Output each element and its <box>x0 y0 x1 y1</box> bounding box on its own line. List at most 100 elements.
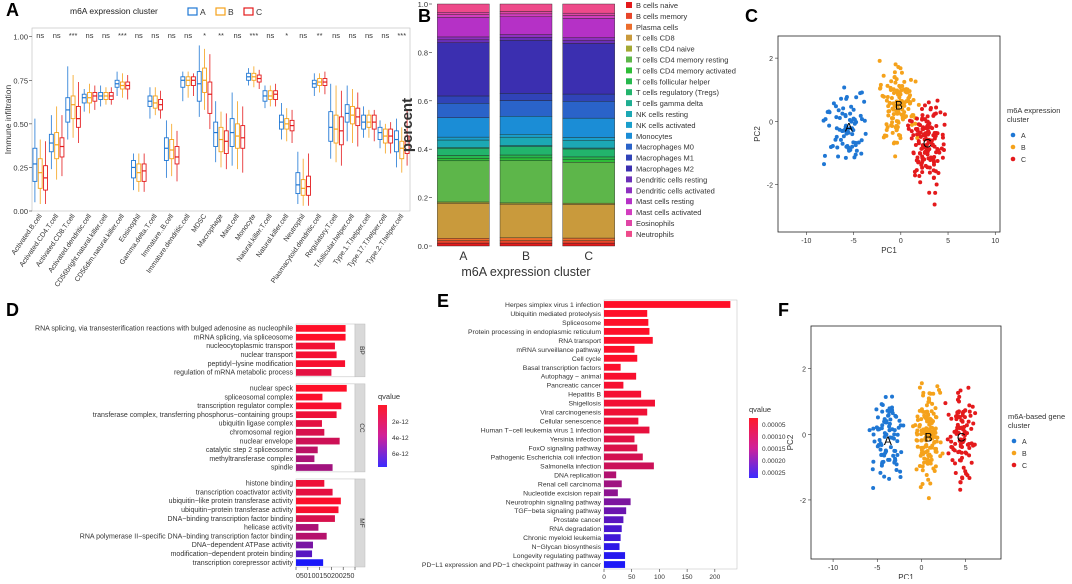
stack-segment <box>499 242 553 247</box>
legend-key <box>243 7 254 16</box>
point-b <box>930 425 935 430</box>
colorbar-label: 0.00025 <box>762 470 786 477</box>
bar <box>604 372 637 380</box>
stack-segment <box>562 40 615 44</box>
stack-segment <box>562 242 615 247</box>
panel-letter-d: D <box>6 300 19 320</box>
stack-segment <box>437 139 490 148</box>
stack-segment <box>562 159 615 163</box>
stack-segment <box>499 237 553 241</box>
point-c <box>955 410 960 415</box>
point-a <box>850 132 855 137</box>
point-c <box>938 110 943 115</box>
stack-segment <box>499 11 553 15</box>
legend-label: A <box>1022 439 1027 446</box>
point-b <box>889 116 894 121</box>
point-b <box>896 106 901 111</box>
point-b <box>926 496 931 501</box>
centroid-label: B <box>895 99 903 113</box>
legend-key <box>626 154 632 161</box>
category-label: spindle <box>271 465 293 472</box>
point-b <box>887 101 892 106</box>
point-a <box>875 415 880 420</box>
legend-label: C <box>1022 463 1027 470</box>
legend-title: cluster <box>1007 115 1030 124</box>
colorbar-label: 2e-12 <box>392 419 409 426</box>
stack-segment <box>562 148 615 158</box>
point-a <box>848 111 853 116</box>
point-c <box>932 154 937 159</box>
box-b <box>37 158 43 189</box>
point-c <box>935 98 940 103</box>
x-axis-title: m6A expression cluster <box>461 265 590 279</box>
y-tick-label: 0.6 <box>418 97 428 106</box>
point-c <box>940 132 945 137</box>
y-tick-label: -2 <box>767 183 773 190</box>
point-b <box>881 73 886 78</box>
point-b <box>922 460 927 465</box>
bar <box>296 497 341 505</box>
box-a <box>180 76 186 88</box>
point-a <box>856 140 861 145</box>
category-label: nucleocytoplasmic transport <box>206 343 293 350</box>
box-b <box>366 114 372 128</box>
panel-e-kegg-bar: Herpes simplex virus 1 infection Ubiquiti… <box>422 299 786 581</box>
point-b <box>893 154 898 159</box>
legend-label: T cells gamma delta <box>636 99 704 108</box>
category-label: Renal cell carcinoma <box>538 481 601 488</box>
point-c <box>920 170 925 175</box>
colorbar-label: 0.00015 <box>762 446 786 453</box>
category-label: Nucleotide excision repair <box>523 490 602 497</box>
point-a <box>887 428 892 433</box>
x-tick-label: 0 <box>920 565 924 572</box>
box-b <box>185 76 191 86</box>
category-label: Neurotrophin signaling pathway <box>506 499 602 506</box>
point-c <box>923 136 928 141</box>
point-b <box>929 445 934 450</box>
facet-strip <box>354 323 366 378</box>
point-b <box>880 93 885 98</box>
box-c <box>273 90 279 100</box>
point-b <box>924 434 929 439</box>
category-label: spliceosomal complex <box>225 394 294 401</box>
stack-segment <box>562 3 615 14</box>
bar <box>604 426 650 434</box>
point-c <box>968 413 973 418</box>
stack-segment <box>499 100 553 117</box>
point-c <box>932 144 937 149</box>
point-a <box>834 126 839 131</box>
point-c <box>940 135 945 140</box>
legend-label: Neutrophils <box>636 230 674 239</box>
point-b <box>893 80 898 85</box>
point-c <box>928 157 933 162</box>
point-c <box>918 180 923 185</box>
box-c <box>141 163 147 182</box>
point-b <box>938 390 943 395</box>
point-b <box>913 121 918 126</box>
point-b <box>915 414 920 419</box>
stack-segment <box>499 116 553 135</box>
legend-label: Macrophages M0 <box>636 143 694 152</box>
stack-segment <box>562 101 615 119</box>
point-b <box>889 96 894 101</box>
point-b <box>885 95 890 100</box>
point-c <box>963 469 968 474</box>
point-b <box>897 95 902 100</box>
point-b <box>926 477 931 482</box>
legend-key <box>626 67 632 74</box>
point-a <box>852 121 857 126</box>
legend-key <box>626 132 632 139</box>
point-b <box>907 93 912 98</box>
category-label: Spliceosome <box>562 320 601 327</box>
legend-label: B <box>1022 451 1027 458</box>
legend-label: B <box>228 7 234 17</box>
stack-segment <box>499 203 553 239</box>
point-a <box>827 123 832 128</box>
legend-label: T cells regulatory (Tregs) <box>636 88 719 97</box>
x-axis-title: PC1 <box>881 246 897 255</box>
point-a <box>894 414 899 419</box>
point-a <box>880 423 885 428</box>
point-a <box>836 154 841 159</box>
x-tick-label: 200 <box>709 574 720 579</box>
